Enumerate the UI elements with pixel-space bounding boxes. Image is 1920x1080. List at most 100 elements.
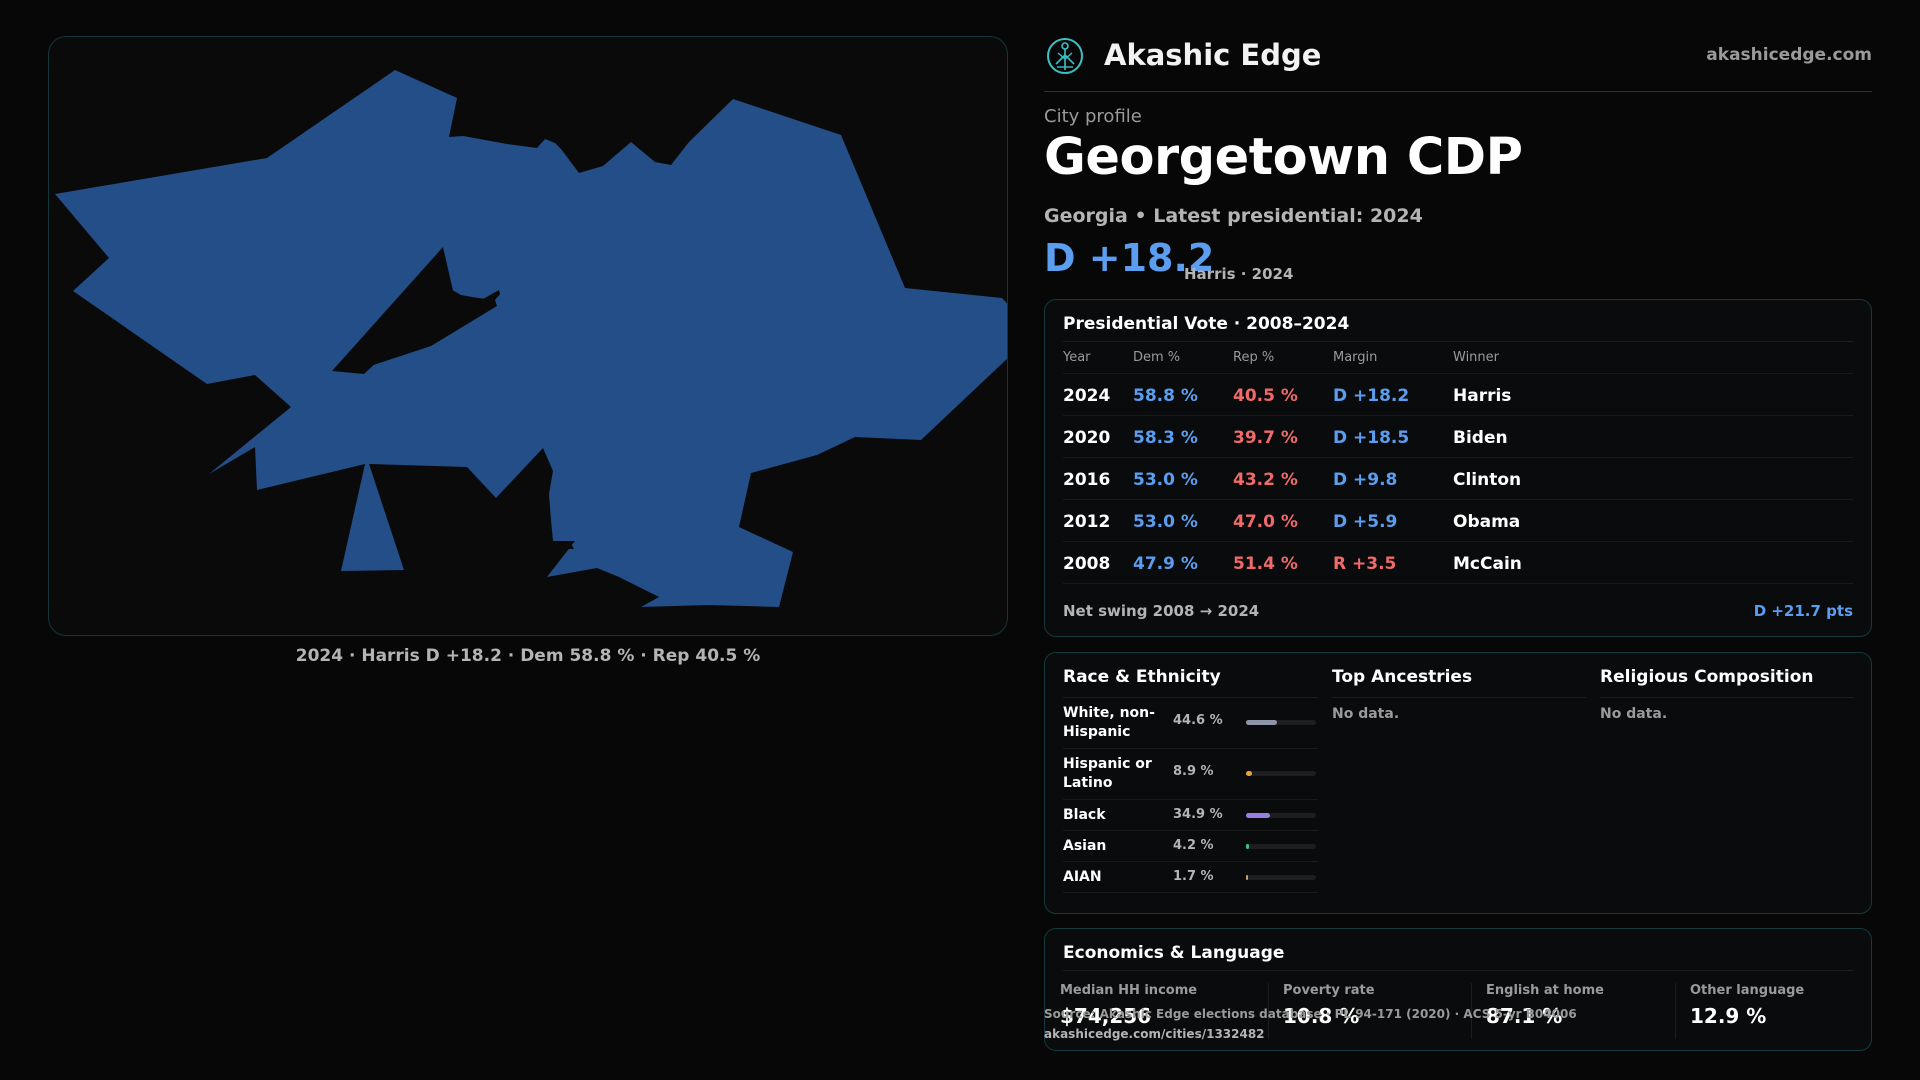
table-header-row: Year Dem % Rep % Margin Winner [1063, 342, 1853, 374]
city-boundary-map [55, 70, 1007, 607]
cell-rep: 39.7 % [1233, 428, 1298, 448]
cell-rep: 43.2 % [1233, 470, 1298, 490]
race-percent: 34.9 % [1173, 807, 1223, 822]
table-row: 2020 58.3 % 39.7 % D +18.5 Biden [1063, 416, 1853, 458]
cell-year: 2020 [1063, 428, 1111, 448]
cell-winner: Obama [1453, 512, 1521, 532]
net-swing-label: Net swing 2008 → 2024 [1063, 602, 1260, 620]
cell-dem: 58.8 % [1133, 386, 1198, 406]
divider [1063, 970, 1853, 971]
race-label: Asian [1063, 838, 1107, 854]
column-header-dem: Dem % [1133, 350, 1181, 365]
religion-section: Religious Composition No data. [1600, 667, 1854, 722]
footer-url-link[interactable]: akashicedge.com/cities/1332482 [1044, 1027, 1265, 1041]
cell-dem: 58.3 % [1133, 428, 1198, 448]
ancestries-section: Top Ancestries No data. [1332, 667, 1586, 722]
stat-value: 10.8 % [1283, 1004, 1360, 1028]
race-row: Asian 4.2 % [1063, 831, 1318, 862]
cell-winner: McCain [1453, 554, 1522, 574]
page-subtitle: Georgia • Latest presidential: 2024 [1044, 205, 1423, 227]
cell-year: 2012 [1063, 512, 1111, 532]
race-row: AIAN 1.7 % [1063, 862, 1318, 893]
cell-winner: Biden [1453, 428, 1508, 448]
table-row: 2024 58.8 % 40.5 % D +18.2 Harris [1063, 374, 1853, 416]
religion-empty-text: No data. [1600, 706, 1668, 722]
race-bar-fill [1246, 844, 1249, 849]
page-eyebrow: City profile [1044, 106, 1142, 127]
presidential-vote-table: Year Dem % Rep % Margin Winner 2024 58.8… [1063, 342, 1853, 584]
race-bar-track [1246, 844, 1316, 849]
cell-margin: D +18.2 [1333, 386, 1410, 406]
race-label: Hispanic or Latino [1063, 756, 1152, 791]
city-map[interactable] [48, 36, 1008, 636]
divider [1600, 697, 1854, 698]
map-caption: 2024 · Harris D +18.2 · Dem 58.8 % · Rep… [295, 646, 761, 666]
cell-year: 2024 [1063, 386, 1111, 406]
ancestries-title: Top Ancestries [1332, 667, 1473, 687]
race-percent: 8.9 % [1173, 764, 1214, 779]
stat-value: 87.1 % [1486, 1004, 1563, 1028]
table-row: 2012 53.0 % 47.0 % D +5.9 Obama [1063, 500, 1853, 542]
cell-margin: D +5.9 [1333, 512, 1398, 532]
race-row: Hispanic or Latino 8.9 % [1063, 749, 1318, 800]
stat-other-language: Other language 12.9 % [1675, 983, 1871, 1039]
economics-card: Economics & Language Median HH income $7… [1044, 928, 1872, 1051]
divider [1332, 697, 1586, 698]
headline-margin-note: Harris · 2024 [1184, 265, 1294, 283]
stat-label: Median HH income [1060, 983, 1198, 998]
race-percent: 44.6 % [1173, 713, 1223, 728]
race-percent: 1.7 % [1173, 869, 1214, 884]
table-row: 2016 53.0 % 43.2 % D +9.8 Clinton [1063, 458, 1853, 500]
stat-english-at-home: English at home 87.1 % [1471, 983, 1674, 1039]
cell-year: 2016 [1063, 470, 1111, 490]
stat-label: Other language [1690, 983, 1805, 998]
stat-value: 12.9 % [1690, 1004, 1767, 1028]
stat-label: English at home [1486, 983, 1604, 998]
race-row: White, non-Hispanic 44.6 % [1063, 698, 1318, 749]
race-label: White, non-Hispanic [1063, 705, 1155, 740]
column-header-winner: Winner [1453, 350, 1500, 365]
cell-dem: 53.0 % [1133, 512, 1198, 532]
ancestries-empty-text: No data. [1332, 706, 1400, 722]
cell-rep: 40.5 % [1233, 386, 1298, 406]
race-percent: 4.2 % [1173, 838, 1214, 853]
race-bar-fill [1246, 771, 1253, 776]
site-header: Akashic Edge akashicedge.com [1044, 32, 1872, 92]
race-bar-fill [1246, 875, 1248, 880]
column-header-margin: Margin [1333, 350, 1378, 365]
religion-title: Religious Composition [1600, 667, 1814, 687]
cell-winner: Harris [1453, 386, 1512, 406]
race-bar-track [1246, 771, 1316, 776]
map-hole-shape [556, 543, 574, 549]
race-bar-track [1246, 875, 1316, 880]
stat-median-income: Median HH income $74,256 [1046, 983, 1249, 1039]
race-row: Black 34.9 % [1063, 800, 1318, 831]
cell-margin: D +18.5 [1333, 428, 1410, 448]
headline-margin: D +18.2 [1044, 236, 1215, 280]
cell-winner: Clinton [1453, 470, 1522, 490]
race-ethnicity-section: Race & Ethnicity White, non-Hispanic 44.… [1063, 667, 1318, 893]
divider [1063, 697, 1318, 698]
race-ethnicity-title: Race & Ethnicity [1063, 667, 1221, 687]
race-bar-track [1246, 720, 1316, 725]
race-label: AIAN [1063, 869, 1102, 885]
economics-title: Economics & Language [1063, 943, 1285, 963]
net-swing-value: D +21.7 pts [1753, 602, 1853, 620]
race-bar-fill [1246, 720, 1278, 725]
cell-rep: 51.4 % [1233, 554, 1298, 574]
stat-poverty-rate: Poverty rate 10.8 % [1268, 983, 1471, 1039]
brand-name[interactable]: Akashic Edge [1104, 38, 1322, 72]
cell-margin: R +3.5 [1333, 554, 1397, 574]
site-url-link[interactable]: akashicedge.com [1706, 45, 1872, 65]
city-boundary-shape [55, 70, 1007, 607]
map-hole-shape [332, 247, 494, 374]
page-title: Georgetown CDP [1044, 128, 1523, 187]
presidential-vote-title: Presidential Vote · 2008–2024 [1063, 314, 1350, 334]
stat-label: Poverty rate [1283, 983, 1375, 998]
stat-value: $74,256 [1060, 1004, 1152, 1028]
race-bar-track [1246, 813, 1316, 818]
tree-of-life-icon[interactable] [1046, 37, 1084, 75]
cell-margin: D +9.8 [1333, 470, 1398, 490]
footer-source: Source: Akashic Edge elections database … [1044, 1007, 1577, 1021]
cell-dem: 53.0 % [1133, 470, 1198, 490]
